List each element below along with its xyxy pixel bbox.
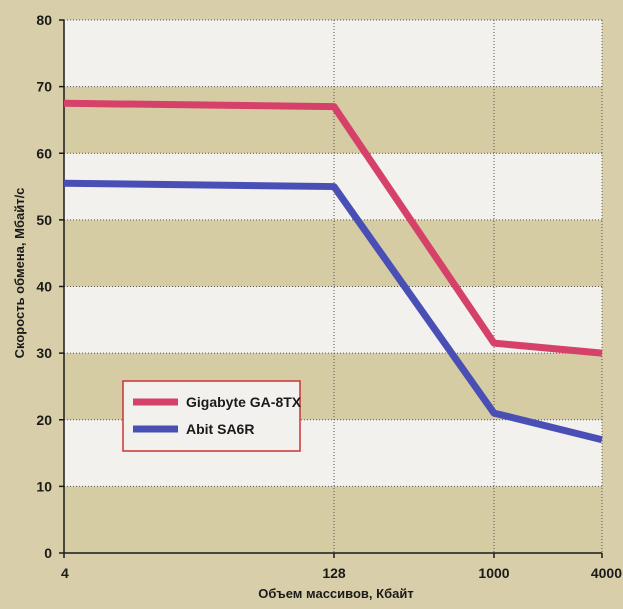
y-tick-label: 60	[36, 145, 52, 161]
x-axis-label: Объем массивов, Кбайт	[258, 586, 413, 601]
tick-labels: 0 10 20 30 40 50 60 70 80 4 128 1000 4000	[36, 12, 622, 581]
y-tick-label: 50	[36, 212, 52, 228]
axes	[59, 19, 603, 558]
background-band	[64, 486, 602, 553]
grid-lines	[64, 19, 603, 553]
y-tick-label: 30	[36, 345, 52, 361]
x-tick-label: 128	[322, 565, 346, 581]
y-tick-label: 10	[36, 478, 52, 494]
legend-label: Gigabyte GA-8TX	[186, 394, 302, 410]
background-band	[64, 219, 602, 287]
y-tick-label: 0	[44, 545, 52, 561]
series-line-2	[63, 179, 603, 444]
legend-box	[122, 380, 301, 452]
x-tick-label: 4	[61, 565, 69, 581]
x-tick-label: 4000	[591, 565, 622, 581]
legend-label: Abit SA6R	[186, 421, 254, 437]
y-tick-label: 40	[36, 279, 52, 295]
series-line-1	[63, 99, 603, 357]
background-band	[64, 20, 602, 87]
series-lines	[63, 99, 603, 444]
y-tick-label: 80	[36, 12, 52, 28]
background-band	[64, 86, 602, 154]
x-tick-label: 1000	[478, 565, 509, 581]
y-tick-label: 70	[36, 79, 52, 95]
legend: Gigabyte GA-8TX Abit SA6R	[122, 380, 302, 452]
y-tick-label: 20	[36, 412, 52, 428]
y-axis-label: Скорость обмена, Мбайт/с	[12, 188, 27, 359]
background-bands	[64, 20, 602, 553]
